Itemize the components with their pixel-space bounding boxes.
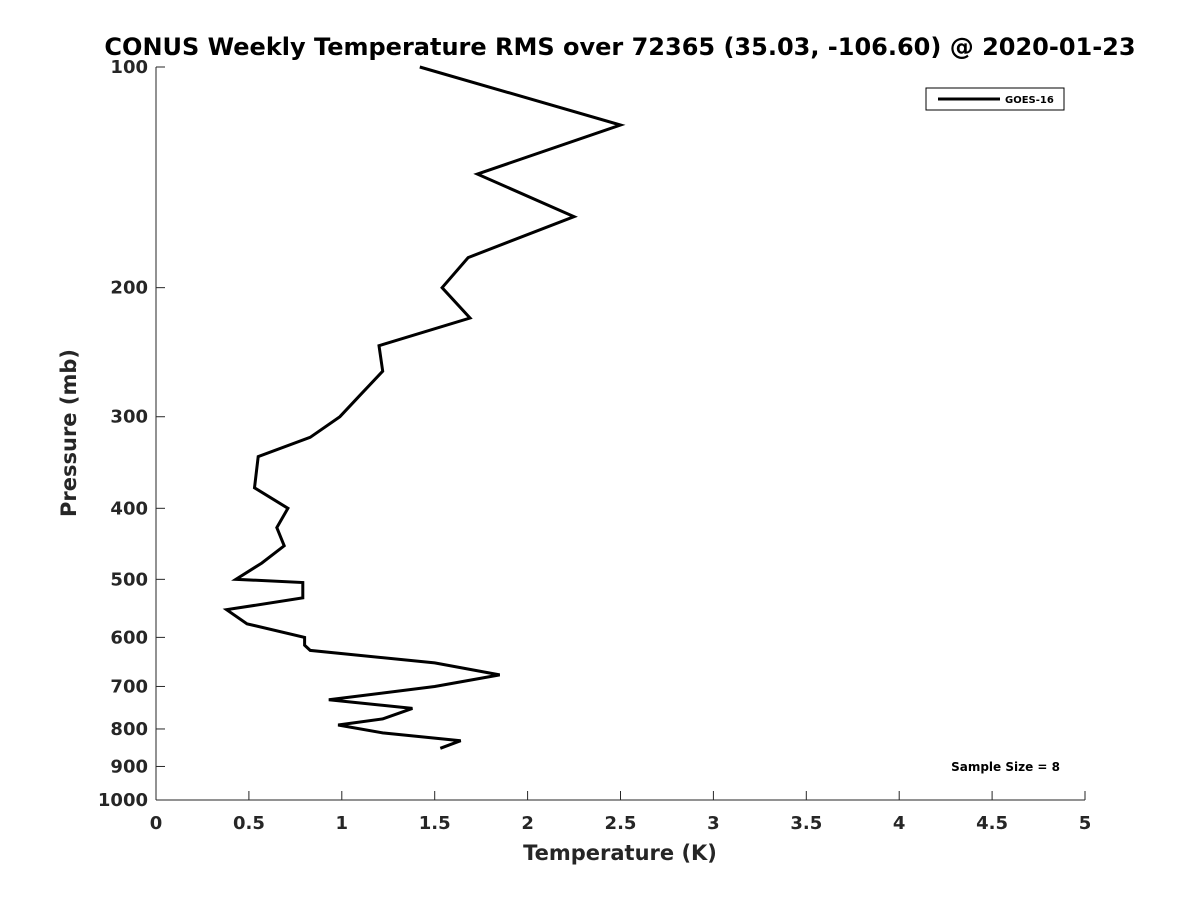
axes xyxy=(155,67,1085,801)
x-tick-label: 2 xyxy=(521,813,534,834)
sample-size-annotation: Sample Size = 8 xyxy=(951,760,1060,774)
y-tick-label: 900 xyxy=(110,756,148,777)
x-tick-label: 3.5 xyxy=(790,813,822,834)
series-line-goes-16 xyxy=(222,65,626,750)
x-tick-label: 3 xyxy=(707,813,720,834)
y-tick-label: 300 xyxy=(110,407,148,428)
y-tick-label: 1000 xyxy=(98,790,148,811)
y-tick-label: 200 xyxy=(110,278,148,299)
x-tick-label: 1.5 xyxy=(419,813,451,834)
x-axis-ticks: 0 0.5 1 1.5 2 2.5 3 3.5 4 4.5 5 xyxy=(150,791,1092,834)
x-tick-label: 4 xyxy=(893,813,906,834)
y-tick-label: 100 xyxy=(110,57,148,78)
x-tick-label: 0 xyxy=(150,813,163,834)
x-axis-label: Temperature (K) xyxy=(523,841,717,865)
series-lines xyxy=(222,65,626,750)
x-tick-label: 5 xyxy=(1079,813,1092,834)
y-tick-label: 400 xyxy=(110,498,148,519)
chart-title: CONUS Weekly Temperature RMS over 72365 … xyxy=(104,33,1135,61)
x-tick-label: 2.5 xyxy=(605,813,637,834)
x-tick-label: 4.5 xyxy=(976,813,1008,834)
y-tick-label: 700 xyxy=(110,676,148,697)
x-tick-label: 1 xyxy=(336,813,349,834)
legend-label: GOES-16 xyxy=(1005,95,1054,106)
y-tick-label: 600 xyxy=(110,627,148,648)
y-tick-label: 800 xyxy=(110,719,148,740)
x-tick-label: 0.5 xyxy=(233,813,265,834)
y-axis-ticks: 100 200 300 400 500 600 700 800 900 1000 xyxy=(98,57,165,811)
y-tick-label: 500 xyxy=(110,569,148,590)
legend: GOES-16 xyxy=(925,87,1065,111)
y-axis-label: Pressure (mb) xyxy=(57,349,81,517)
